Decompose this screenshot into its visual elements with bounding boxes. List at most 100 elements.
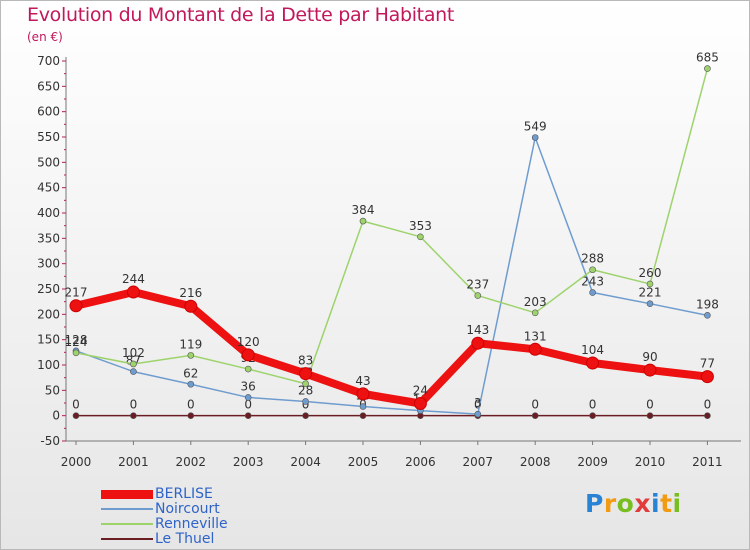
data-point [244,394,252,401]
unit-label: (en €) [27,30,63,44]
data-label: 77 [700,357,715,371]
data-point [241,348,255,362]
data-point [528,342,542,356]
data-point [700,370,714,384]
data-label: 102 [122,346,145,360]
y-tick-label: 550 [37,130,60,144]
data-point [474,292,482,299]
data-label: 0 [244,398,252,412]
data-point [474,410,482,418]
y-tick-label: -50 [40,434,60,448]
y-tick-label: 200 [37,307,60,321]
data-point [72,349,80,357]
y-tick-label: 650 [37,79,60,93]
legend-label: BERLISE [155,486,213,502]
logo-letter: i [672,489,682,518]
y-tick-label: 450 [37,181,60,195]
data-point [704,312,711,319]
data-point [646,300,654,307]
data-point [244,412,252,419]
data-point [184,299,198,313]
data-point [302,412,309,419]
y-tick-label: 300 [37,257,60,271]
data-label: 143 [466,323,489,337]
data-point [589,266,596,274]
data-point [299,367,313,381]
data-label: 237 [466,278,489,292]
data-point [589,289,596,296]
data-label: 0 [704,398,712,412]
logo-letter: x [634,489,651,518]
y-tick-label: 500 [37,155,60,169]
data-point [244,365,252,373]
legend-label: Le Thuel [155,531,215,547]
data-label: 216 [179,286,202,300]
data-label: 260 [639,266,662,280]
x-tick-label: 2006 [405,455,436,469]
data-label: 685 [696,51,719,65]
data-label: 3 [474,396,482,410]
legend-label: Renneville [155,516,228,532]
legend-swatch [101,538,153,540]
logo-letter: P [585,489,604,518]
data-label: 217 [65,286,88,300]
x-tick-label: 2000 [61,455,92,469]
series-line-noircourt [75,136,708,415]
data-label: 124 [65,335,88,349]
data-point [531,134,539,141]
data-label: 0 [474,398,482,412]
data-point [589,412,596,419]
legend-swatch [101,490,153,499]
logo-letter: i [651,489,661,518]
data-point [359,412,367,419]
data-point [130,368,137,375]
data-point [356,387,370,401]
data-label: 120 [237,335,260,349]
logo-letter: o [616,489,635,518]
y-tick-label: 100 [37,358,60,372]
x-tick-label: 2007 [463,455,494,469]
data-point [531,309,539,317]
data-label: 0 [187,398,195,412]
data-point [187,352,195,359]
chart-title: Evolution du Montant de la Dette par Hab… [27,4,455,26]
data-label: 243 [581,275,604,289]
legend-swatch [101,508,153,510]
legend-swatch [101,523,153,525]
data-point [646,280,654,288]
data-label: 0 [589,398,597,412]
data-point [646,412,654,419]
data-point [187,412,195,419]
series-line-berlise [75,288,708,408]
data-point [126,285,140,299]
y-tick-label: 250 [37,282,60,296]
data-label: 288 [581,252,604,266]
data-point [359,403,367,410]
data-point [302,398,309,405]
y-tick-label: 0 [52,409,60,423]
data-label: 36 [241,379,256,393]
data-label: 90 [642,350,657,364]
series-line-renneville [75,68,709,385]
data-point [69,299,83,313]
x-tick-label: 2009 [577,455,608,469]
proxiti-logo: Proxiti [585,489,682,518]
data-label: 198 [696,297,719,311]
y-tick-label: 600 [37,105,60,119]
data-label: 131 [524,329,547,343]
data-label: 0 [72,398,80,412]
data-label: 119 [179,337,202,351]
y-tick-label: 50 [45,383,60,397]
logo-letter: t [660,489,673,518]
y-tick-label: 150 [37,333,60,347]
data-point [471,336,485,350]
data-point [704,65,711,72]
data-label: 384 [352,203,375,217]
data-label: 0 [646,398,654,412]
data-label: 549 [524,120,547,134]
data-point [302,380,309,388]
x-tick-label: 2011 [692,455,723,469]
data-point [531,412,539,419]
